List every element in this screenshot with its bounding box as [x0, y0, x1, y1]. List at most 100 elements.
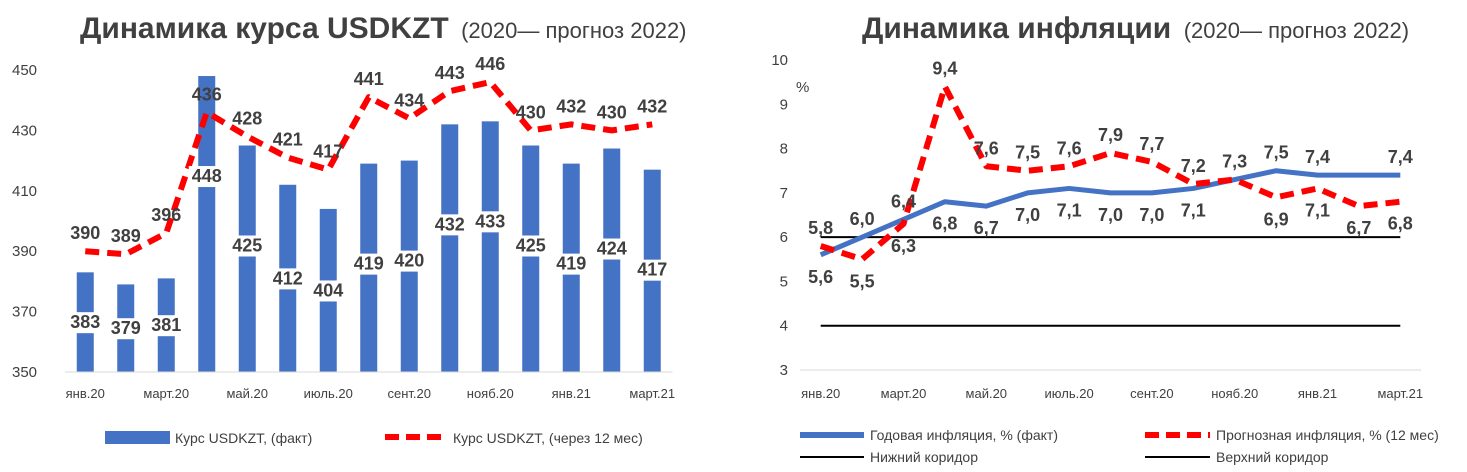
bar-label-background [593, 238, 630, 260]
forecast-value-label: 417 [313, 142, 343, 162]
forecast-value-label: 389 [111, 226, 141, 246]
forecast-value-label: 432 [637, 96, 667, 116]
legend-label-fact: Курс USDKZT, (факт) [175, 430, 312, 446]
y-tick-label: 430 [12, 122, 37, 139]
y-tick-label: 10 [771, 52, 788, 69]
x-axis: янв.20 март.20 май.20 июль.20 сент.20 нояб.20… [65, 371, 675, 401]
x-tick-label: март.21 [1377, 386, 1423, 401]
y-tick-label: 370 [12, 304, 37, 321]
x-tick-label: июль.20 [1045, 386, 1094, 401]
usdkzt-legend: Курс USDKZT, (факт) Курс USDKZT, (через … [105, 430, 643, 446]
forecast-value-label: 7,9 [1098, 125, 1123, 145]
forecast-value-label: 7,6 [1057, 138, 1082, 158]
y-tick-label: 450 [12, 62, 37, 79]
y-tick-label: 6 [780, 229, 788, 246]
bar-value-label: 381 [151, 315, 181, 335]
actual-value-label: 7,1 [1057, 200, 1082, 220]
bar-value-label: 433 [475, 211, 505, 231]
bar-value-label: 412 [273, 268, 303, 288]
bar-label-background [269, 268, 306, 290]
x-tick-label: нояб.20 [467, 386, 514, 401]
bar-label-background [634, 259, 671, 281]
forecast-value-label: 441 [354, 69, 384, 89]
forecast-value-label: 434 [394, 90, 424, 110]
x-tick-label: март.20 [881, 386, 927, 401]
x-axis: янв.20 март.20 май.20 июль.20 сент.20 нояб.20… [800, 369, 1423, 401]
legend-label-forecast: Прогнозная инфляция, % (12 мес) [1216, 427, 1439, 443]
forecast-line-series [85, 79, 653, 258]
forecast-value-label: 443 [435, 63, 465, 83]
forecast-value-label: 7,6 [974, 138, 999, 158]
x-tick-label: сент.20 [388, 386, 432, 401]
x-tick-label: май.20 [966, 386, 1008, 401]
forecast-value-label: 6,7 [1346, 218, 1371, 238]
forecast-line [85, 79, 653, 258]
actual-value-label: 7,0 [1015, 205, 1040, 225]
x-tick-label: нояб.20 [1211, 386, 1258, 401]
forecast-value-label: 5,5 [850, 271, 875, 291]
actual-value-label: 7,3 [1222, 152, 1247, 172]
y-tick-label: 8 [780, 141, 788, 158]
forecast-value-label: 6,9 [1264, 209, 1289, 229]
y-axis-unit: % [796, 79, 809, 96]
forecast-value-label: 446 [475, 54, 505, 74]
bar [238, 145, 256, 372]
bar-label-background [148, 315, 185, 337]
forecast-value-label: 430 [597, 102, 627, 122]
x-tick-label: март.20 [143, 386, 189, 401]
bar-label-background [350, 253, 387, 275]
bar [441, 124, 459, 372]
inflation-line-series [819, 83, 1401, 263]
bar-label-background [472, 211, 509, 233]
bar-label-background [512, 235, 549, 257]
legend-label-upper: Верхний коридор [1216, 449, 1329, 465]
actual-value-label: 7,5 [1264, 143, 1289, 163]
forecast-value-label: 7,2 [1181, 156, 1206, 176]
bar-value-label: 419 [354, 254, 384, 274]
bar-label-background [553, 253, 590, 275]
y-tick-label: 9 [780, 96, 788, 113]
x-tick-label: янв.20 [66, 386, 105, 401]
x-tick-label: май.20 [226, 386, 268, 401]
bar [603, 148, 621, 372]
bar-label-background [391, 250, 428, 272]
y-tick-label: 3 [780, 362, 788, 379]
actual-value-label: 7,0 [1098, 205, 1123, 225]
x-tick-label: сент.20 [1130, 386, 1174, 401]
inflation-chart: Динамика инфляции (2020— прогноз 2022) %… [771, 12, 1439, 465]
actual-value-label: 7,0 [1139, 205, 1164, 225]
y-tick-label: 410 [12, 183, 37, 200]
actual-value-label: 7,4 [1388, 147, 1413, 167]
forecast-value-label: 7,7 [1139, 134, 1164, 154]
y-tick-label: 5 [780, 273, 788, 290]
x-tick-label: янв.21 [552, 386, 591, 401]
x-tick-label: июль.20 [304, 386, 353, 401]
bar [198, 76, 216, 372]
forecast-value-label: 421 [273, 130, 303, 150]
bar-value-label: 404 [313, 280, 343, 300]
corridor-lines [820, 236, 1401, 327]
usdkzt-chart-title: Динамика курса USDKZT (2020— прогноз 202… [80, 12, 687, 45]
y-axis: 350 370 390 410 430 450 [12, 62, 37, 381]
forecast-value-label: 396 [151, 205, 181, 225]
data-labels: 5,6 6,0 6,4 6,8 6,7 7,0 7,1 7,0 7,0 7,1 7,3 7,5 7,4 7… [808, 59, 1413, 292]
y-tick-label: 350 [12, 364, 37, 381]
forecast-value-label: 5,8 [808, 218, 833, 238]
actual-value-label: 7,1 [1181, 200, 1206, 220]
forecast-value-label: 6,8 [1388, 214, 1413, 234]
bar-value-label: 425 [232, 236, 262, 256]
bar [522, 145, 540, 372]
bar-value-label: 424 [597, 239, 627, 259]
bar-value-label: 448 [192, 166, 222, 186]
bar-value-label: 417 [637, 260, 667, 280]
legend-label-actual: Годовая инфляция, % (факт) [870, 427, 1058, 443]
forecast-value-label: 9,4 [932, 59, 957, 79]
actual-value-label: 7,4 [1305, 147, 1330, 167]
actual-value-label: 5,6 [808, 267, 833, 287]
actual-inflation-line [819, 168, 1401, 258]
bar-value-label: 425 [516, 236, 546, 256]
forecast-value-label: 430 [516, 102, 546, 122]
bar [481, 121, 499, 372]
legend-label-lower: Нижний коридор [870, 449, 978, 465]
bar-value-label: 419 [556, 254, 586, 274]
